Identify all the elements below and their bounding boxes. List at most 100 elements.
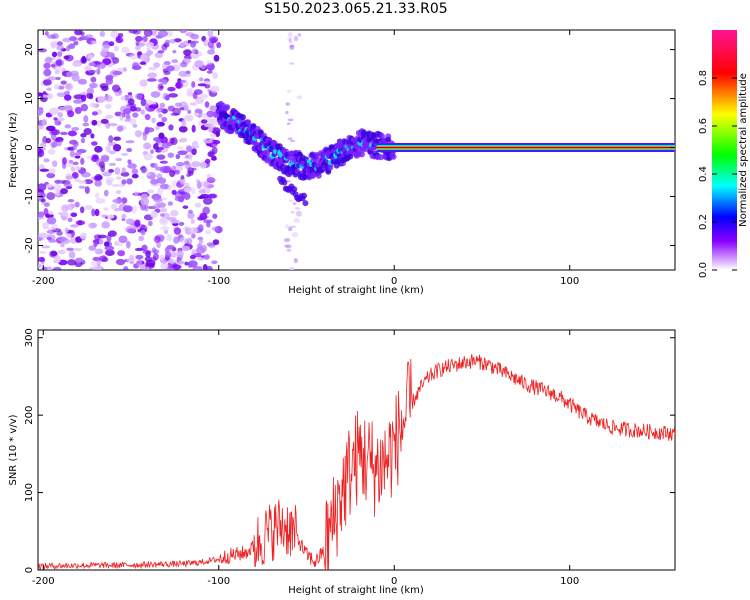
noise-blob (165, 65, 175, 72)
noise-blob (167, 86, 176, 92)
noise-blob (118, 235, 128, 244)
noise-blob (179, 179, 185, 185)
noise-blob (84, 204, 93, 210)
noise-blob (180, 137, 188, 143)
noise-blob (191, 148, 197, 156)
noise-blob (170, 209, 179, 217)
noise-blob (291, 231, 299, 238)
noise-blob (204, 229, 212, 235)
y-tick-label: 0 (24, 567, 35, 573)
noise-blob (199, 212, 208, 221)
noise-blob (74, 166, 81, 171)
noise-blob (71, 73, 80, 82)
noise-blob (115, 36, 124, 44)
noise-blob (197, 195, 206, 200)
noise-blob (121, 213, 127, 219)
noise-blob (43, 158, 50, 163)
noise-blob (165, 39, 170, 45)
noise-blob (167, 201, 174, 206)
noise-blob (55, 76, 61, 81)
noise-blob (70, 166, 76, 172)
noise-blob (129, 105, 137, 112)
noise-blob (147, 72, 158, 79)
colorbar-tick-label: 0.4 (698, 166, 709, 182)
noise-blob (168, 258, 177, 264)
noise-blob (109, 150, 116, 155)
noise-blob (80, 103, 89, 112)
noise-blob (108, 168, 115, 173)
noise-blob (120, 152, 129, 156)
snr-frame (37, 329, 676, 571)
noise-blob (42, 222, 50, 230)
noise-blob (194, 144, 200, 149)
noise-blob (73, 247, 83, 252)
noise-blob (139, 79, 148, 87)
noise-blob (82, 122, 90, 127)
noise-blob (156, 121, 165, 127)
noise-blob (72, 61, 82, 67)
noise-blob (51, 160, 58, 167)
noise-blob (164, 251, 172, 259)
noise-blob (47, 226, 57, 231)
noise-blob (94, 145, 103, 153)
track-blob (224, 104, 231, 111)
noise-blob (176, 250, 184, 258)
noise-blob (115, 176, 122, 180)
noise-blob (155, 201, 161, 206)
noise-blob (126, 147, 133, 153)
noise-blob (75, 257, 84, 263)
noise-blob (131, 65, 142, 71)
noise-blob (185, 173, 192, 177)
noise-blob (38, 216, 45, 220)
noise-blob (101, 44, 111, 49)
snr-y-axis-label: SNR (10 * v/v) (8, 414, 19, 485)
noise-blob (43, 62, 51, 69)
noise-blob (106, 51, 115, 58)
colorbar-label: Normalized spectral amplitude (738, 73, 749, 227)
noise-blob (63, 183, 73, 188)
noise-blob (194, 60, 204, 68)
noise-blob (134, 93, 143, 100)
noise-blob (38, 125, 44, 130)
noise-blob (163, 229, 169, 235)
noise-blob (179, 42, 186, 48)
noise-blob (160, 262, 169, 270)
noise-blob (173, 227, 182, 235)
noise-blob (49, 107, 59, 116)
spectrogram-heatmap (38, 30, 675, 270)
noise-blob (78, 180, 87, 184)
noise-blob (187, 212, 195, 220)
noise-blob (160, 226, 170, 231)
noise-blob (190, 33, 200, 40)
noise-blob (181, 119, 187, 127)
noise-blob (176, 161, 185, 167)
noise-blob (134, 247, 144, 252)
noise-blob (171, 59, 179, 63)
noise-blob (89, 40, 98, 45)
noise-blob (140, 197, 150, 206)
noise-blob (203, 219, 213, 224)
noise-blob (191, 248, 196, 254)
noise-blob (98, 161, 106, 169)
noise-blob (178, 125, 188, 133)
noise-blob (90, 76, 97, 83)
noise-blob (144, 103, 150, 111)
noise-blob (194, 202, 202, 208)
snr-series (38, 354, 675, 570)
noise-blob (95, 198, 106, 204)
noise-blob (169, 38, 176, 44)
noise-blob (142, 250, 152, 255)
noise-blob (126, 178, 133, 185)
noise-blob (173, 170, 180, 175)
noise-blob (67, 130, 77, 137)
x-tick-label: -200 (32, 276, 55, 287)
noise-blob (38, 232, 49, 239)
noise-blob (108, 135, 114, 143)
noise-blob (66, 247, 74, 251)
noise-blob (91, 111, 98, 116)
noise-blob (159, 254, 165, 261)
noise-blob (206, 60, 212, 66)
noise-blob (113, 136, 122, 141)
noise-blob (88, 222, 97, 229)
